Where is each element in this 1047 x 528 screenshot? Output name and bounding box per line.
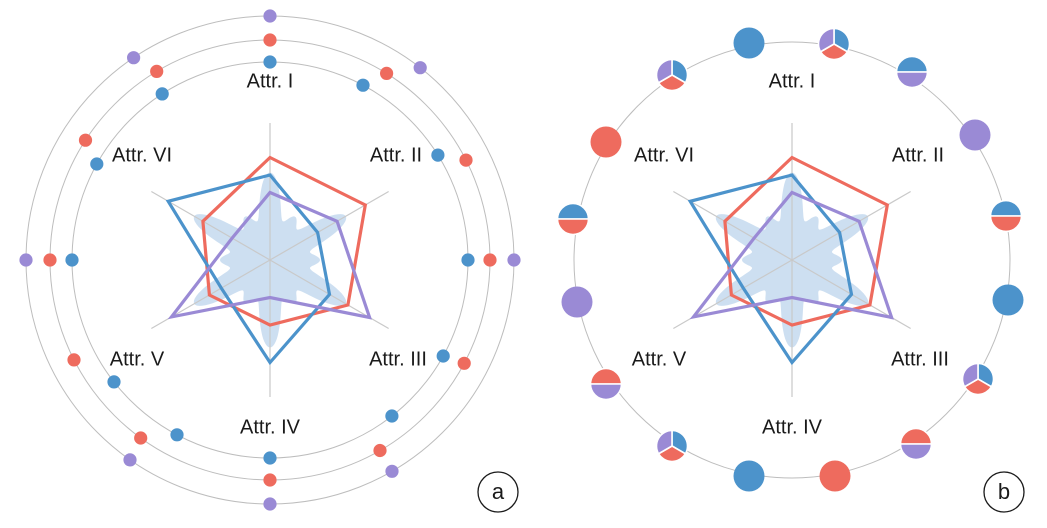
blue-point [263,451,277,465]
red-point [43,253,57,267]
red-point [263,33,277,47]
red-glyph-slice [657,74,687,92]
blue-point [90,157,104,171]
red-glyph [819,460,851,492]
purple-point [263,9,277,23]
red-point [78,133,93,147]
red-point [150,64,164,78]
purple-glyph [561,286,593,318]
purple-glyph-slice [655,58,673,84]
axis-label: Attr. III [369,348,427,370]
axis-label: Attr. V [110,348,165,370]
panel-b-badge [983,471,1025,513]
blue-point [170,428,184,442]
purple-glyph-slice [655,429,673,455]
axis-label: Attr. I [247,70,294,92]
panel-b: Attr. I Attr. II Attr. III Attr. IV Attr. V A… [556,27,1025,513]
blue-series-line [165,173,332,366]
purple-point [127,51,141,65]
axis-label: Attr. VI [112,144,172,166]
blue-glyph [733,460,765,492]
axis-line [791,190,911,261]
ring [573,41,1011,479]
blue-series-line [687,173,854,366]
purple-point [19,253,33,267]
blue-glyph-slice [895,55,929,73]
panel-a-label: a [492,479,505,504]
axis-label: Attr. II [370,144,422,166]
purple-glyph-slice [895,71,929,89]
axis-label: Attr. IV [762,416,823,438]
red-point [459,153,473,167]
purple-point [385,464,399,478]
axis-label: Attr. VI [634,144,694,166]
purple-glyph-slice [899,443,933,461]
blue-point [107,375,121,389]
blue-point [436,349,450,363]
red-glyph-slice [556,218,590,236]
blue-point [155,87,169,101]
red-glyph-slice [963,378,993,396]
purple-point [123,453,137,467]
panel-a: Attr. I Attr. II Attr. III Attr. IV Attr. V A… [19,9,521,513]
blue-point [385,409,399,423]
purple-point [413,61,427,75]
axis-label: Attr. II [892,144,944,166]
blue-point [263,55,277,69]
blue-glyph [992,284,1024,316]
axis-label: Attr. I [769,70,816,92]
red-point [457,356,471,370]
purple-series-line [689,190,895,320]
red-point [380,66,394,80]
panel-b-label: b [998,479,1010,504]
blue-point [461,253,475,267]
axis-line [673,190,793,261]
red-glyph-slice [989,215,1023,233]
blue-point [356,78,370,92]
purple-glyph-slice [817,27,835,53]
axis-label: Attr. V [632,348,687,370]
axis-label: Attr. IV [240,416,301,438]
red-glyph [590,126,622,158]
blue-glyph-slice [556,202,590,220]
axis-label: Attr. III [891,348,949,370]
red-glyph-slice [899,427,933,445]
purple-point [507,253,521,267]
blue-point [65,253,79,267]
red-glyph-slice [657,445,687,463]
red-glyph-slice [589,367,623,385]
purple-glyph-slice [589,383,623,401]
panel-a-badge [477,471,519,513]
red-point [67,353,81,367]
blue-point [431,148,445,162]
blue-glyph [733,27,765,59]
red-glyph-slice [819,43,849,61]
red-point [134,431,148,445]
blue-glyph-slice [989,199,1023,217]
purple-glyph [959,119,991,151]
purple-point [263,497,277,511]
red-point [483,253,497,267]
red-point [373,443,387,458]
axis-line [269,190,389,261]
red-series-line [723,155,890,327]
purple-series-line [167,190,373,320]
red-point [263,473,277,487]
axis-line [151,190,271,261]
red-series-line [201,155,368,327]
purple-glyph-slice [961,362,979,388]
